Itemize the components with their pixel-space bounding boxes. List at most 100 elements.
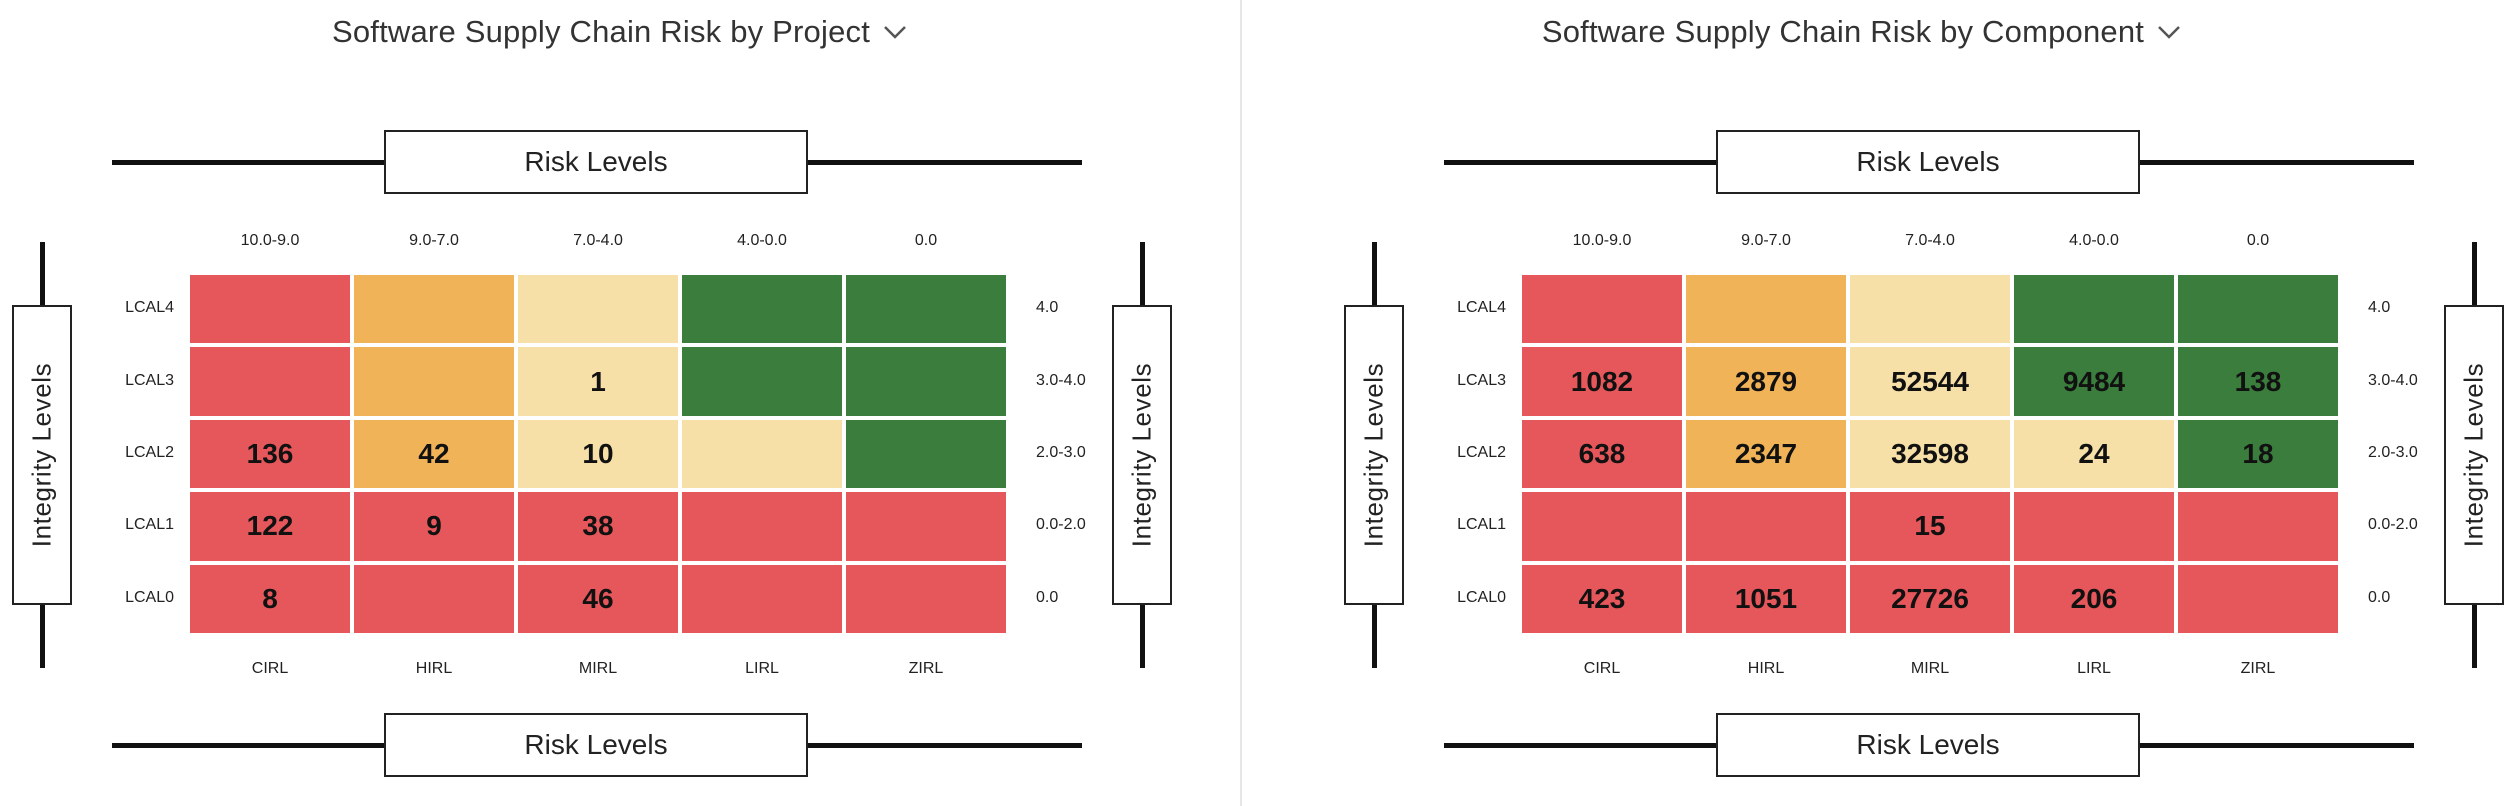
heatmap-cell[interactable] xyxy=(2012,490,2176,563)
heatmap-cell[interactable] xyxy=(680,345,844,418)
row-code-label: LCAL3 xyxy=(1457,371,1506,389)
cell-value: 24 xyxy=(2078,437,2110,469)
integrity-levels-label: Integrity Levels xyxy=(1358,362,1389,548)
risk-axis-label-bottom: Risk Levels xyxy=(384,713,808,777)
heatmap-cell[interactable] xyxy=(2176,273,2340,346)
heatmap-cell[interactable] xyxy=(1684,490,1848,563)
heatmap-cell[interactable]: 1 xyxy=(516,345,680,418)
cell-value: 38 xyxy=(582,510,614,542)
heatmap-cell[interactable]: 206 xyxy=(2012,562,2176,635)
heatmap-cell[interactable] xyxy=(2176,490,2340,563)
heatmap-cell[interactable] xyxy=(844,417,1008,491)
heatmap-grid: 1082 2879 52544 9484 138 638 2347 32598 24 18 15 42… xyxy=(1520,273,2340,635)
heatmap-cell[interactable]: 423 xyxy=(1520,562,1684,635)
heatmap-cell[interactable]: 1082 xyxy=(1520,345,1684,418)
row-code-label: LCAL0 xyxy=(1457,588,1506,606)
cell-value: 1051 xyxy=(1734,582,1798,614)
column-code-label: MIRL xyxy=(578,660,618,677)
column-code-label: CIRL xyxy=(1583,660,1621,677)
row-range-label: 2.0-3.0 xyxy=(2368,444,2418,461)
column-range-label: 9.0-7.0 xyxy=(409,232,459,249)
heatmap-cell[interactable] xyxy=(2176,562,2340,635)
heatmap-cell[interactable] xyxy=(844,273,1008,346)
heatmap-cell[interactable]: 42 xyxy=(352,417,516,491)
row-code-label: LCAL1 xyxy=(1457,516,1506,534)
heatmap-cell[interactable]: 52544 xyxy=(1848,345,2012,418)
column-code-label: LIRL xyxy=(2077,660,2111,677)
heatmap-cell[interactable] xyxy=(188,273,352,346)
row-code-label: LCAL0 xyxy=(125,588,174,606)
heatmap-cell[interactable] xyxy=(1520,490,1684,563)
row-code-label: LCAL4 xyxy=(1457,299,1506,317)
heatmap-cell[interactable]: 18 xyxy=(2176,417,2340,491)
chevron-down-icon[interactable] xyxy=(2156,24,2182,40)
heatmap-cell[interactable] xyxy=(844,562,1008,635)
cell-value: 8 xyxy=(262,582,278,614)
heatmap-cell[interactable] xyxy=(680,490,844,563)
panel-title-dropdown[interactable]: Software Supply Chain Risk by Project xyxy=(0,14,1240,50)
heatmap-cell[interactable]: 24 xyxy=(2012,417,2176,491)
heatmap-cell[interactable] xyxy=(680,273,844,346)
panel-title-dropdown[interactable]: Software Supply Chain Risk by Component xyxy=(1242,14,2482,50)
heatmap-cell[interactable]: 27726 xyxy=(1848,562,2012,635)
panel-risk-by-project: Software Supply Chain Risk by Project Ri… xyxy=(0,0,1240,806)
heatmap-cell[interactable] xyxy=(352,345,516,418)
risk-levels-label: Risk Levels xyxy=(1856,729,2000,760)
chart-title: Software Supply Chain Risk by Component xyxy=(1541,14,2145,49)
heatmap-cell[interactable]: 38 xyxy=(516,490,680,563)
heatmap-cell[interactable] xyxy=(188,345,352,418)
integrity-levels-label: Integrity Levels xyxy=(26,362,57,548)
heatmap-cell[interactable] xyxy=(680,562,844,635)
heatmap-cell[interactable]: 9484 xyxy=(2012,345,2176,418)
heatmap-cell[interactable]: 122 xyxy=(188,490,352,563)
row-code-label: LCAL4 xyxy=(125,299,174,317)
row-code-label: LCAL2 xyxy=(125,444,174,461)
cell-value: 136 xyxy=(246,437,294,469)
heatmap-grid: 1 136 42 10 122 9 38 8 46 xyxy=(188,273,1008,635)
heatmap-cell[interactable]: 8 xyxy=(188,562,352,635)
cell-value: 1 xyxy=(590,365,606,397)
heatmap-cell[interactable] xyxy=(1848,273,2012,346)
risk-levels-label: Risk Levels xyxy=(1856,146,2000,177)
cell-value: 638 xyxy=(1578,437,1626,469)
heatmap-cell[interactable] xyxy=(352,562,516,635)
column-range-label: 10.0-9.0 xyxy=(240,232,300,249)
heatmap-cell[interactable]: 136 xyxy=(188,417,352,491)
cell-value: 2879 xyxy=(1734,365,1798,397)
row-range-label: 4.0 xyxy=(2368,299,2391,317)
row-code-label: LCAL2 xyxy=(1457,444,1506,461)
heatmap-cell[interactable]: 15 xyxy=(1848,490,2012,563)
heatmap-cell[interactable]: 638 xyxy=(1520,417,1684,491)
heatmap-cell[interactable] xyxy=(516,273,680,346)
heatmap-cell[interactable]: 138 xyxy=(2176,345,2340,418)
heatmap-cell[interactable]: 32598 xyxy=(1848,417,2012,491)
heatmap-cell[interactable] xyxy=(1684,273,1848,346)
chart-title: Software Supply Chain Risk by Project xyxy=(331,14,871,49)
heatmap-cell[interactable]: 2347 xyxy=(1684,417,1848,491)
cell-value: 423 xyxy=(1578,582,1626,614)
column-range-label: 7.0-4.0 xyxy=(1905,232,1955,249)
heatmap-cell[interactable] xyxy=(352,273,516,346)
row-range-label: 3.0-4.0 xyxy=(1036,371,1086,389)
panel-divider xyxy=(1240,0,1242,806)
cell-value: 1082 xyxy=(1570,365,1634,397)
heatmap-cell[interactable] xyxy=(844,345,1008,418)
cell-value: 2347 xyxy=(1734,437,1798,469)
cell-value: 32598 xyxy=(1891,437,1969,469)
heatmap-cell[interactable] xyxy=(680,417,844,491)
heatmap-cell[interactable]: 9 xyxy=(352,490,516,563)
heatmap-cell[interactable] xyxy=(844,490,1008,563)
column-range-label: 7.0-4.0 xyxy=(573,232,623,249)
heatmap-cell[interactable]: 2879 xyxy=(1684,345,1848,418)
risk-axis-label-top: Risk Levels xyxy=(384,130,808,194)
chevron-down-icon[interactable] xyxy=(882,24,908,40)
column-code-label: LIRL xyxy=(745,660,779,677)
cell-value: 9 xyxy=(426,510,442,542)
heatmap-cell[interactable]: 10 xyxy=(516,417,680,491)
integrity-axis-label-left: Integrity Levels xyxy=(1344,305,1404,605)
heatmap-cell[interactable] xyxy=(1520,273,1684,346)
integrity-levels-label: Integrity Levels xyxy=(1126,362,1157,548)
heatmap-cell[interactable] xyxy=(2012,273,2176,346)
heatmap-cell[interactable]: 46 xyxy=(516,562,680,635)
heatmap-cell[interactable]: 1051 xyxy=(1684,562,1848,635)
